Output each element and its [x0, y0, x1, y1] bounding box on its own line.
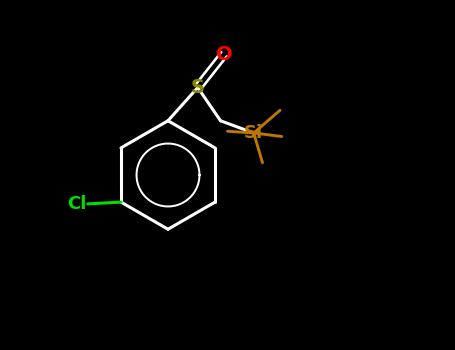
Text: Cl: Cl: [66, 195, 86, 213]
Text: S: S: [191, 78, 205, 97]
Text: O: O: [216, 45, 233, 64]
Text: Si: Si: [244, 124, 263, 142]
